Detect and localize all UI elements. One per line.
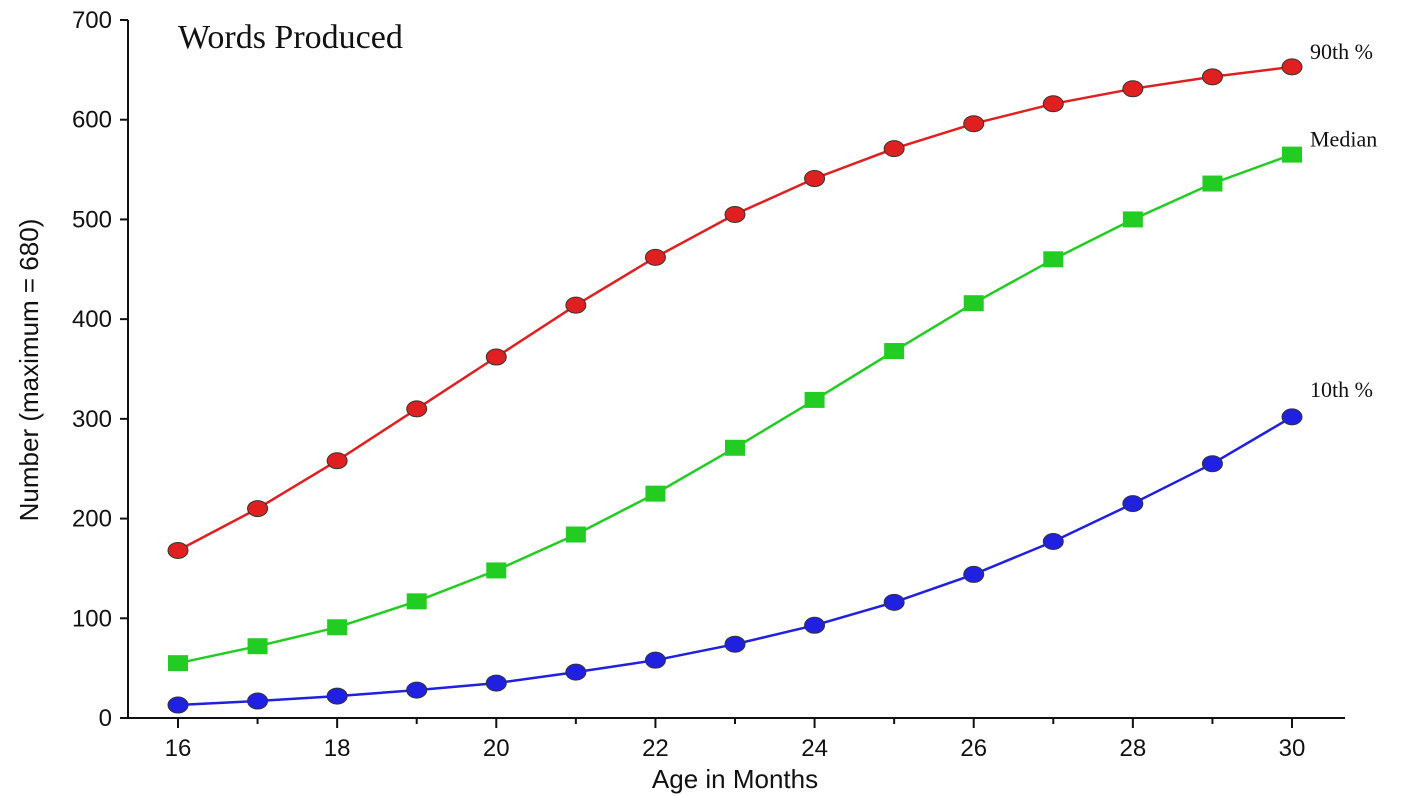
data-point (565, 296, 587, 314)
series-label-90th: 90th % (1310, 39, 1373, 64)
series-labels: 90th % Median 10th % (1310, 39, 1377, 402)
data-point (1282, 146, 1302, 163)
x-tick-label: 24 (801, 735, 828, 762)
y-tick-label: 200 (72, 506, 112, 533)
x-tick-label: 30 (1279, 735, 1306, 762)
y-axis-title: Number (maximum = 680) (14, 219, 44, 522)
data-point (406, 681, 428, 699)
data-point (247, 638, 268, 655)
data-point (883, 593, 905, 611)
data-point (725, 439, 745, 456)
data-point (167, 541, 189, 559)
y-tick-label: 400 (72, 306, 112, 333)
x-tick-label: 28 (1120, 735, 1147, 762)
y-axis: 0 100 200 300 400 500 600 700 (72, 7, 129, 732)
data-point (884, 343, 905, 360)
data-point (247, 500, 269, 518)
data-point (326, 452, 348, 470)
data-point (406, 593, 427, 610)
data-point (565, 663, 587, 681)
data-point (963, 565, 985, 583)
x-axis-title: Age in Months (652, 764, 818, 794)
y-tick-label: 700 (72, 7, 112, 34)
x-tick-label: 16 (165, 735, 192, 762)
data-point (724, 635, 746, 653)
data-point (1201, 68, 1223, 86)
x-axis: 16 18 20 22 24 26 28 30 (128, 717, 1345, 762)
data-point (804, 391, 825, 408)
data-point (1043, 251, 1064, 268)
data-point (327, 619, 348, 636)
data-point (167, 696, 189, 714)
data-point (486, 562, 507, 579)
data-point (963, 115, 985, 133)
data-point (1122, 211, 1143, 228)
data-point (565, 526, 586, 543)
data-point (1281, 58, 1303, 76)
series-label-10th: 10th % (1310, 377, 1373, 402)
data-point (168, 655, 188, 672)
data-point (645, 485, 666, 502)
data-point (1042, 533, 1064, 551)
x-tick-label: 26 (960, 735, 987, 762)
data-point (326, 687, 348, 705)
data-point (963, 295, 984, 312)
data-point (644, 248, 666, 266)
data-point (247, 692, 269, 710)
y-tick-label: 0 (99, 705, 112, 732)
data-point (406, 400, 428, 418)
y-tick-label: 500 (72, 206, 112, 233)
data-point (1122, 495, 1144, 513)
data-point (485, 348, 507, 366)
y-tick-label: 100 (72, 605, 112, 632)
data-point (485, 674, 507, 692)
x-tick-label: 20 (483, 735, 510, 762)
series-layer (167, 58, 1303, 714)
data-point (644, 651, 666, 669)
data-point (724, 205, 746, 223)
x-tick-label: 18 (324, 735, 351, 762)
data-point (1042, 95, 1064, 113)
data-point (1202, 175, 1223, 192)
x-tick-label: 22 (642, 735, 669, 762)
series-median (168, 146, 1302, 672)
series-90th (167, 58, 1303, 559)
data-point (804, 616, 826, 634)
y-tick-label: 600 (72, 107, 112, 134)
data-point (804, 170, 826, 188)
chart-title: Words Produced (178, 19, 403, 56)
series-10th (167, 408, 1303, 714)
data-point (883, 140, 905, 158)
data-point (1122, 80, 1144, 98)
series-label-median: Median (1310, 127, 1377, 152)
y-tick-label: 300 (72, 406, 112, 433)
data-point (1201, 455, 1223, 473)
data-point (1281, 408, 1303, 426)
